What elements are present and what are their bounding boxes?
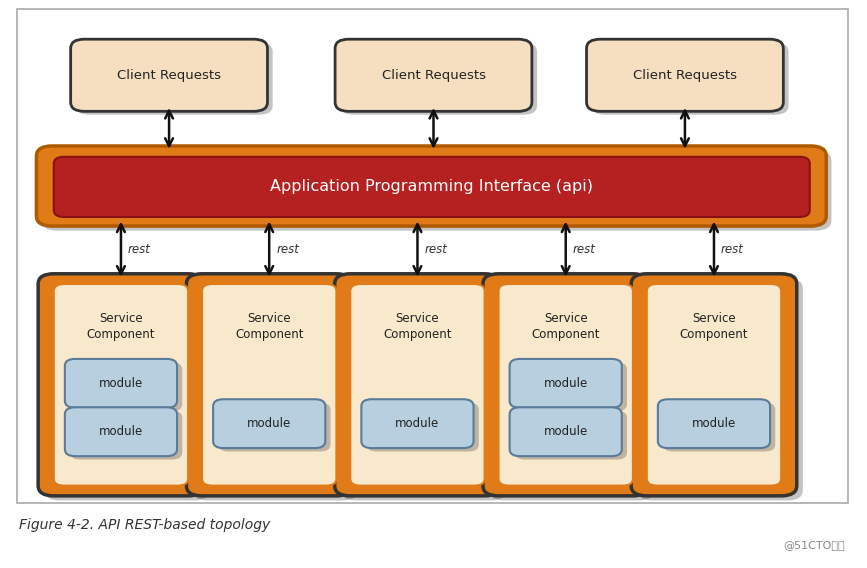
FancyBboxPatch shape — [510, 407, 622, 456]
FancyBboxPatch shape — [637, 278, 803, 500]
FancyBboxPatch shape — [658, 399, 770, 448]
Text: module: module — [99, 377, 143, 390]
FancyBboxPatch shape — [192, 278, 358, 500]
Text: module: module — [692, 417, 736, 430]
FancyBboxPatch shape — [218, 403, 330, 452]
FancyBboxPatch shape — [65, 407, 177, 456]
Text: Service
Component: Service Component — [383, 312, 452, 341]
FancyBboxPatch shape — [591, 43, 789, 115]
Text: rest: rest — [425, 244, 447, 256]
FancyBboxPatch shape — [54, 284, 188, 486]
FancyBboxPatch shape — [36, 146, 826, 226]
FancyBboxPatch shape — [71, 39, 267, 111]
Text: Figure 4-2. API REST-based topology: Figure 4-2. API REST-based topology — [19, 519, 271, 532]
FancyBboxPatch shape — [76, 43, 272, 115]
FancyBboxPatch shape — [213, 399, 325, 448]
Text: Service
Component: Service Component — [87, 312, 155, 341]
Text: Application Programming Interface (api): Application Programming Interface (api) — [271, 179, 593, 194]
FancyBboxPatch shape — [489, 278, 655, 500]
FancyBboxPatch shape — [341, 278, 506, 500]
FancyBboxPatch shape — [186, 274, 352, 496]
FancyBboxPatch shape — [631, 274, 797, 496]
FancyBboxPatch shape — [65, 359, 177, 408]
Text: rest: rest — [128, 244, 151, 256]
Text: rest: rest — [276, 244, 299, 256]
Text: module: module — [544, 425, 588, 438]
Text: module: module — [395, 417, 440, 430]
FancyBboxPatch shape — [515, 411, 627, 460]
FancyBboxPatch shape — [17, 9, 848, 503]
FancyBboxPatch shape — [70, 362, 182, 411]
FancyBboxPatch shape — [483, 274, 649, 496]
FancyBboxPatch shape — [335, 274, 500, 496]
FancyBboxPatch shape — [44, 278, 210, 500]
FancyBboxPatch shape — [350, 284, 485, 486]
Text: Client Requests: Client Requests — [633, 69, 737, 82]
FancyBboxPatch shape — [362, 399, 473, 448]
Text: rest: rest — [572, 244, 596, 256]
FancyBboxPatch shape — [515, 362, 627, 411]
Text: module: module — [99, 425, 143, 438]
Text: module: module — [544, 377, 588, 390]
FancyBboxPatch shape — [38, 274, 204, 496]
Text: Client Requests: Client Requests — [117, 69, 221, 82]
Text: Service
Component: Service Component — [680, 312, 748, 341]
Text: rest: rest — [721, 244, 744, 256]
FancyBboxPatch shape — [202, 284, 336, 486]
FancyBboxPatch shape — [70, 411, 182, 460]
Text: Service
Component: Service Component — [531, 312, 600, 341]
Text: Client Requests: Client Requests — [381, 69, 486, 82]
FancyBboxPatch shape — [42, 151, 831, 231]
FancyBboxPatch shape — [367, 403, 479, 452]
FancyBboxPatch shape — [647, 284, 781, 486]
FancyBboxPatch shape — [663, 403, 775, 452]
FancyBboxPatch shape — [499, 284, 633, 486]
Text: module: module — [247, 417, 291, 430]
FancyBboxPatch shape — [335, 39, 532, 111]
Text: @51CTO博客: @51CTO博客 — [784, 540, 845, 550]
FancyBboxPatch shape — [340, 43, 538, 115]
FancyBboxPatch shape — [54, 157, 810, 217]
FancyBboxPatch shape — [510, 359, 622, 408]
Text: Service
Component: Service Component — [235, 312, 303, 341]
FancyBboxPatch shape — [586, 39, 784, 111]
